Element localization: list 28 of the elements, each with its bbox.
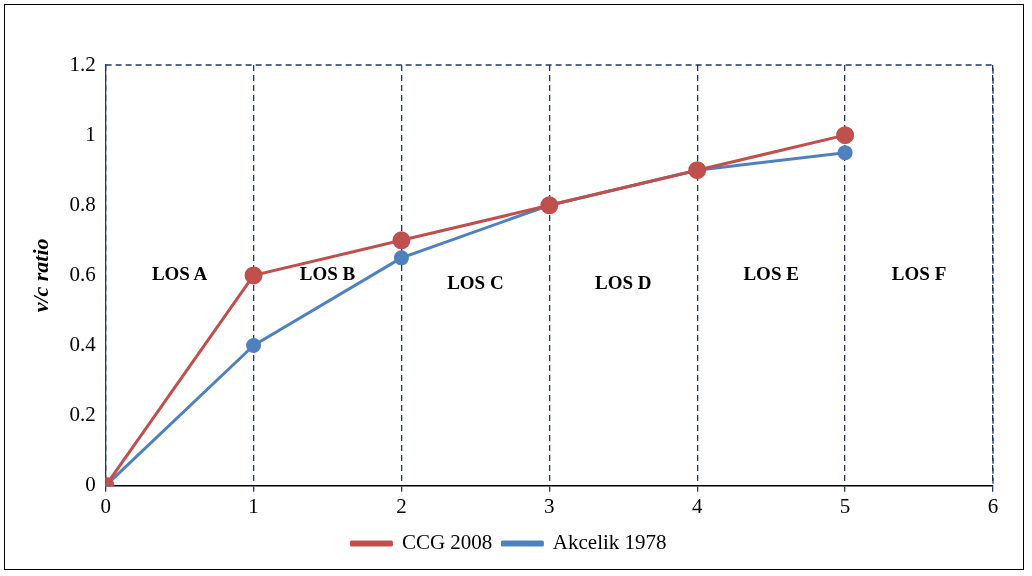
point: [244, 266, 263, 285]
point: [393, 250, 409, 266]
legend-label: CCG 2008: [401, 530, 493, 555]
x-tick-label: 6: [987, 493, 999, 518]
annotation: LOS C: [447, 271, 504, 293]
annotation: LOS A: [151, 263, 208, 285]
y-tick-label: 0.8: [69, 191, 96, 216]
y-tick-label: 0.2: [69, 402, 96, 427]
y-tick-label: 0.4: [69, 332, 97, 357]
annotation: LOS E: [743, 263, 799, 285]
x-tick-label: 1: [248, 493, 259, 518]
y-tick-label: 0.6: [69, 261, 96, 286]
y-tick-label: 0: [85, 472, 96, 497]
point: [837, 145, 853, 161]
point: [836, 126, 855, 145]
x-tick-label: 5: [839, 493, 851, 518]
x-tick-label: 4: [691, 493, 703, 518]
annotation: LOS D: [595, 271, 652, 293]
point: [392, 231, 411, 250]
x-tick-label: 2: [396, 493, 407, 518]
x-tick-label: 3: [544, 493, 555, 518]
y-tick-label: 1: [85, 121, 96, 146]
legend-label: Akcelik 1978: [552, 530, 667, 555]
y-axis-title: v/c ratio: [27, 238, 53, 313]
annotation: LOS B: [299, 263, 356, 285]
annotation: LOS F: [891, 263, 947, 285]
y-tick-label: 1.2: [69, 51, 96, 76]
point: [246, 338, 262, 354]
